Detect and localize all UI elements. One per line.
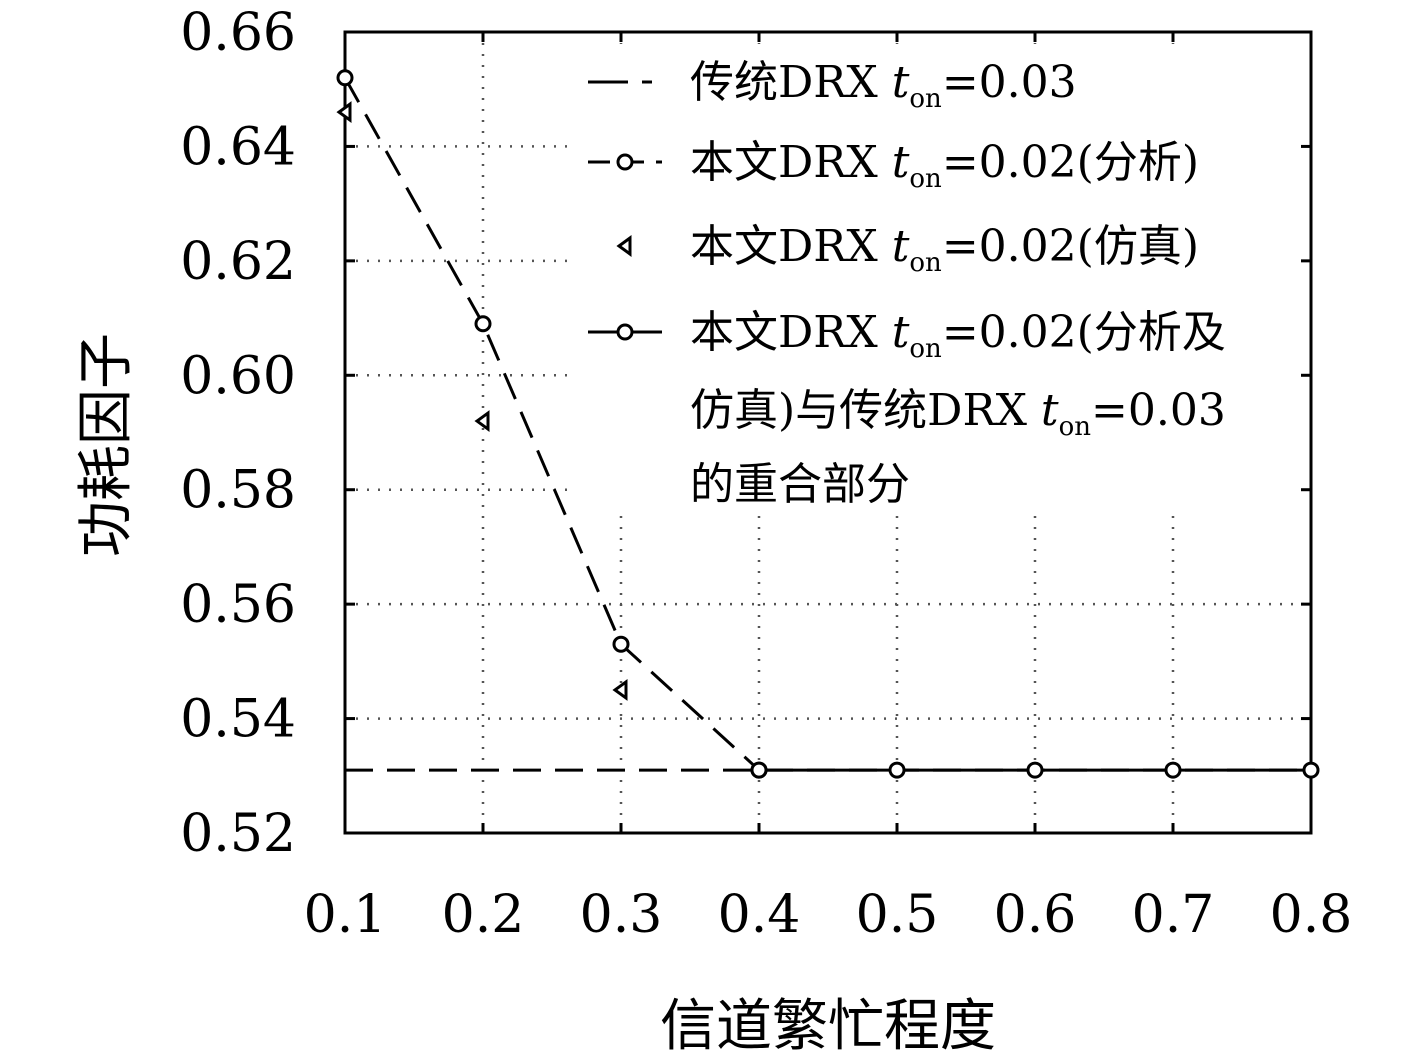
x-tick-label: 0.5 — [856, 885, 939, 945]
plot-frame — [343, 30, 1313, 835]
legend-label: 的重合部分 — [690, 459, 910, 510]
legend-label: 本文DRX ton=0.02(仿真) — [690, 221, 1199, 278]
series-overlap-point — [888, 761, 906, 779]
series-simulation-point — [612, 679, 628, 701]
legend-marker-analysis — [616, 153, 634, 171]
x-tick-label: 0.3 — [580, 885, 663, 945]
legend-background — [570, 44, 1305, 512]
legend-label: 本文DRX ton=0.02(分析及 — [690, 307, 1226, 364]
series-overlap-point — [750, 761, 768, 779]
legend-marker-simulation — [616, 235, 632, 257]
series-simulation-point — [336, 101, 352, 124]
y-tick-label: 0.62 — [180, 232, 296, 292]
series-analysis-line — [343, 77, 761, 772]
x-tick-label: 0.4 — [718, 885, 801, 945]
y-tick-labels: 0.52 0.54 0.56 0.58 0.60 0.62 0.64 0.66 — [180, 3, 296, 864]
x-tick-label: 0.8 — [1270, 885, 1353, 945]
x-tick-label: 0.1 — [304, 885, 387, 945]
x-tick-label: 0.6 — [994, 885, 1077, 945]
axis-ticks — [343, 30, 1313, 835]
series-overlap-point — [1164, 761, 1182, 779]
x-axis-title: 信道繁忙程度 — [660, 994, 996, 1059]
x-tick-labels: 0.1 0.2 0.3 0.4 0.5 0.6 0.7 0.8 — [304, 885, 1353, 945]
series-analysis-point — [474, 315, 492, 333]
y-tick-label: 0.60 — [180, 346, 296, 406]
series-analysis-point — [612, 635, 630, 653]
legend-marker-overlap — [616, 323, 634, 341]
y-tick-label: 0.56 — [180, 575, 296, 635]
y-axis-title: 功耗因子 — [74, 333, 139, 557]
series-analysis-point — [336, 69, 354, 87]
y-tick-label: 0.64 — [180, 117, 296, 177]
series-overlap-point — [1026, 761, 1044, 779]
series-overlap-point — [1302, 761, 1320, 779]
x-tick-label: 0.2 — [442, 885, 525, 945]
legend: 传统DRX ton=0.03 本文DRX ton=0.02(分析) 本文DRX to… — [588, 57, 1226, 510]
series-layer — [336, 69, 1320, 779]
x-tick-label: 0.7 — [1132, 885, 1215, 945]
series-simulation-point — [474, 410, 490, 433]
y-tick-label: 0.66 — [180, 3, 296, 63]
legend-label: 本文DRX ton=0.02(分析) — [690, 137, 1199, 194]
y-tick-label: 0.52 — [180, 804, 296, 864]
legend-label: 仿真)与传统DRX ton=0.03 — [690, 385, 1226, 442]
legend-label: 传统DRX ton=0.03 — [690, 57, 1077, 114]
y-tick-label: 0.58 — [180, 461, 296, 521]
y-tick-label: 0.54 — [180, 690, 296, 750]
